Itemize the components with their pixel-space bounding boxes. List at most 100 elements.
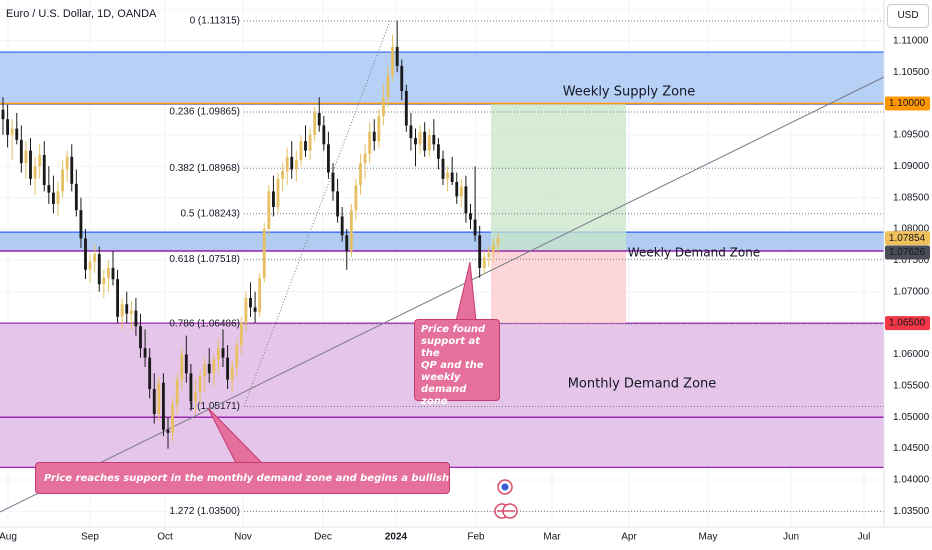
candle-body — [74, 183, 78, 211]
weekly-demand-label: Weekly Demand Zone — [628, 246, 760, 260]
candle-body — [363, 153, 367, 164]
currency-selector[interactable]: USD — [887, 4, 929, 28]
x-tick-label: Jul — [858, 532, 871, 543]
candle-body — [24, 150, 28, 164]
y-tick-label: 1.11000 — [893, 35, 929, 46]
candle-body — [423, 131, 427, 151]
candle-body — [70, 156, 74, 184]
candle-body — [478, 235, 482, 268]
candle-body — [226, 357, 230, 380]
candle-body — [166, 429, 170, 433]
y-tick-label: 1.07000 — [893, 286, 930, 297]
y-tick-label: 1.09500 — [893, 130, 930, 141]
candle-body — [336, 191, 340, 217]
price-label-bg — [885, 96, 930, 111]
candle-body — [308, 134, 312, 151]
candle-body — [285, 156, 289, 172]
candle-body — [244, 298, 248, 324]
candle-body — [377, 116, 381, 142]
price-axis — [884, 0, 932, 550]
fib-level-label: 0.5 (1.08243) — [181, 208, 241, 219]
candle-body — [469, 213, 472, 220]
candle-body — [381, 97, 385, 117]
candle-body — [198, 376, 202, 393]
candle-body — [258, 277, 262, 312]
candle-body — [171, 404, 175, 433]
candle-body — [143, 348, 147, 358]
candle-body — [129, 310, 133, 314]
candle-body — [120, 304, 124, 317]
candle-body — [262, 228, 266, 278]
fib-level-label: 0.786 (1.06486) — [169, 319, 240, 330]
candle-body — [345, 235, 349, 251]
candle-body — [139, 326, 142, 349]
candle-body — [427, 134, 431, 151]
candle-body — [148, 357, 152, 389]
y-tick-label: 1.05500 — [893, 380, 930, 391]
y-tick-label: 1.10500 — [893, 67, 930, 78]
candle-body — [230, 367, 234, 380]
candle-body — [395, 47, 399, 66]
candle-body — [19, 139, 23, 164]
candle-body — [455, 181, 459, 197]
candle-body — [482, 257, 486, 268]
candle-body — [97, 254, 101, 285]
candle-body — [450, 172, 454, 182]
callout-line: Price found — [421, 324, 486, 335]
candle-body — [459, 186, 463, 197]
candle-body — [157, 382, 161, 415]
candle-body — [432, 134, 436, 145]
candle-body — [446, 172, 450, 179]
candle-body — [372, 131, 376, 142]
candle-body — [61, 169, 65, 192]
candle-body — [6, 119, 10, 135]
candle-body — [404, 90, 408, 126]
x-tick-label: Jun — [783, 532, 799, 543]
candle-body — [317, 112, 321, 126]
price-label: 1.07854 — [889, 233, 926, 244]
candle-body — [29, 150, 32, 179]
fib-level-label: 0.236 (1.09865) — [169, 107, 240, 118]
candle-body — [111, 267, 115, 280]
monthly-demand-callout: Price reaches support in the monthly dem… — [35, 462, 483, 494]
candle-body — [180, 354, 184, 380]
y-tick-label: 1.07500 — [893, 255, 930, 266]
candle-body — [340, 216, 344, 236]
candle-body — [235, 345, 239, 368]
candle-body — [473, 219, 477, 236]
candle-body — [161, 382, 165, 430]
x-tick-label: Apr — [621, 532, 637, 543]
candle-body — [299, 141, 303, 160]
candle-body — [290, 156, 294, 170]
candle-body — [79, 210, 83, 239]
candle-body — [326, 144, 330, 173]
candle-body — [93, 254, 97, 262]
candle-body — [313, 112, 317, 135]
candle-body — [1, 109, 5, 120]
fib-level-label: 1.272 (1.03500) — [169, 506, 240, 517]
fib-level-label: 0 (1.11315) — [190, 16, 240, 27]
y-tick-label: 1.06000 — [893, 349, 930, 360]
candle-body — [487, 252, 491, 258]
candle-body — [15, 128, 19, 140]
candle-body — [418, 131, 422, 145]
candle-body — [491, 244, 495, 253]
candle-body — [386, 75, 390, 98]
candle-body — [152, 388, 156, 415]
y-tick-label: 1.04500 — [893, 443, 930, 454]
y-tick-label: 1.03500 — [893, 506, 930, 517]
x-tick-label: Nov — [234, 532, 252, 543]
monthly-demand-label: Monthly Demand Zone — [568, 377, 717, 392]
y-tick-label: 1.09000 — [893, 161, 930, 172]
candle-body — [212, 359, 216, 374]
weekly-supply-label: Weekly Supply Zone — [563, 85, 696, 100]
candle-body — [84, 238, 87, 270]
y-tick-label: 1.04000 — [893, 475, 930, 486]
candle-body — [38, 154, 42, 167]
callout-line: QP and the — [421, 360, 484, 371]
x-tick-label: Sep — [81, 532, 99, 543]
event-marker-icon — [501, 483, 509, 491]
candle-body — [33, 166, 37, 179]
